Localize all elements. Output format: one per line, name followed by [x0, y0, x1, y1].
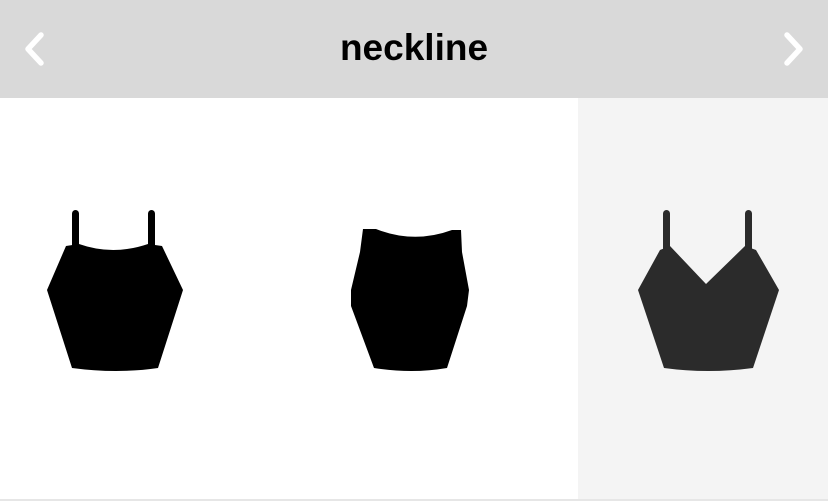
- tank-scoop-neckline-icon: [351, 229, 469, 371]
- camisole-straight-neckline-icon: [47, 210, 183, 371]
- neckline-option-straight[interactable]: [0, 98, 229, 499]
- bottom-divider: [0, 499, 828, 501]
- next-button[interactable]: [768, 24, 818, 74]
- neckline-option-scoop[interactable]: [229, 98, 578, 499]
- camisole-v-neckline-icon: [638, 210, 779, 371]
- header-bar: neckline: [0, 0, 828, 98]
- neckline-options: [0, 98, 828, 499]
- chevron-left-icon: [25, 32, 44, 66]
- previous-button[interactable]: [10, 24, 60, 74]
- chevron-right-icon: [784, 32, 803, 66]
- neckline-option-v-neck[interactable]: [578, 98, 828, 499]
- page-title: neckline: [339, 27, 489, 68]
